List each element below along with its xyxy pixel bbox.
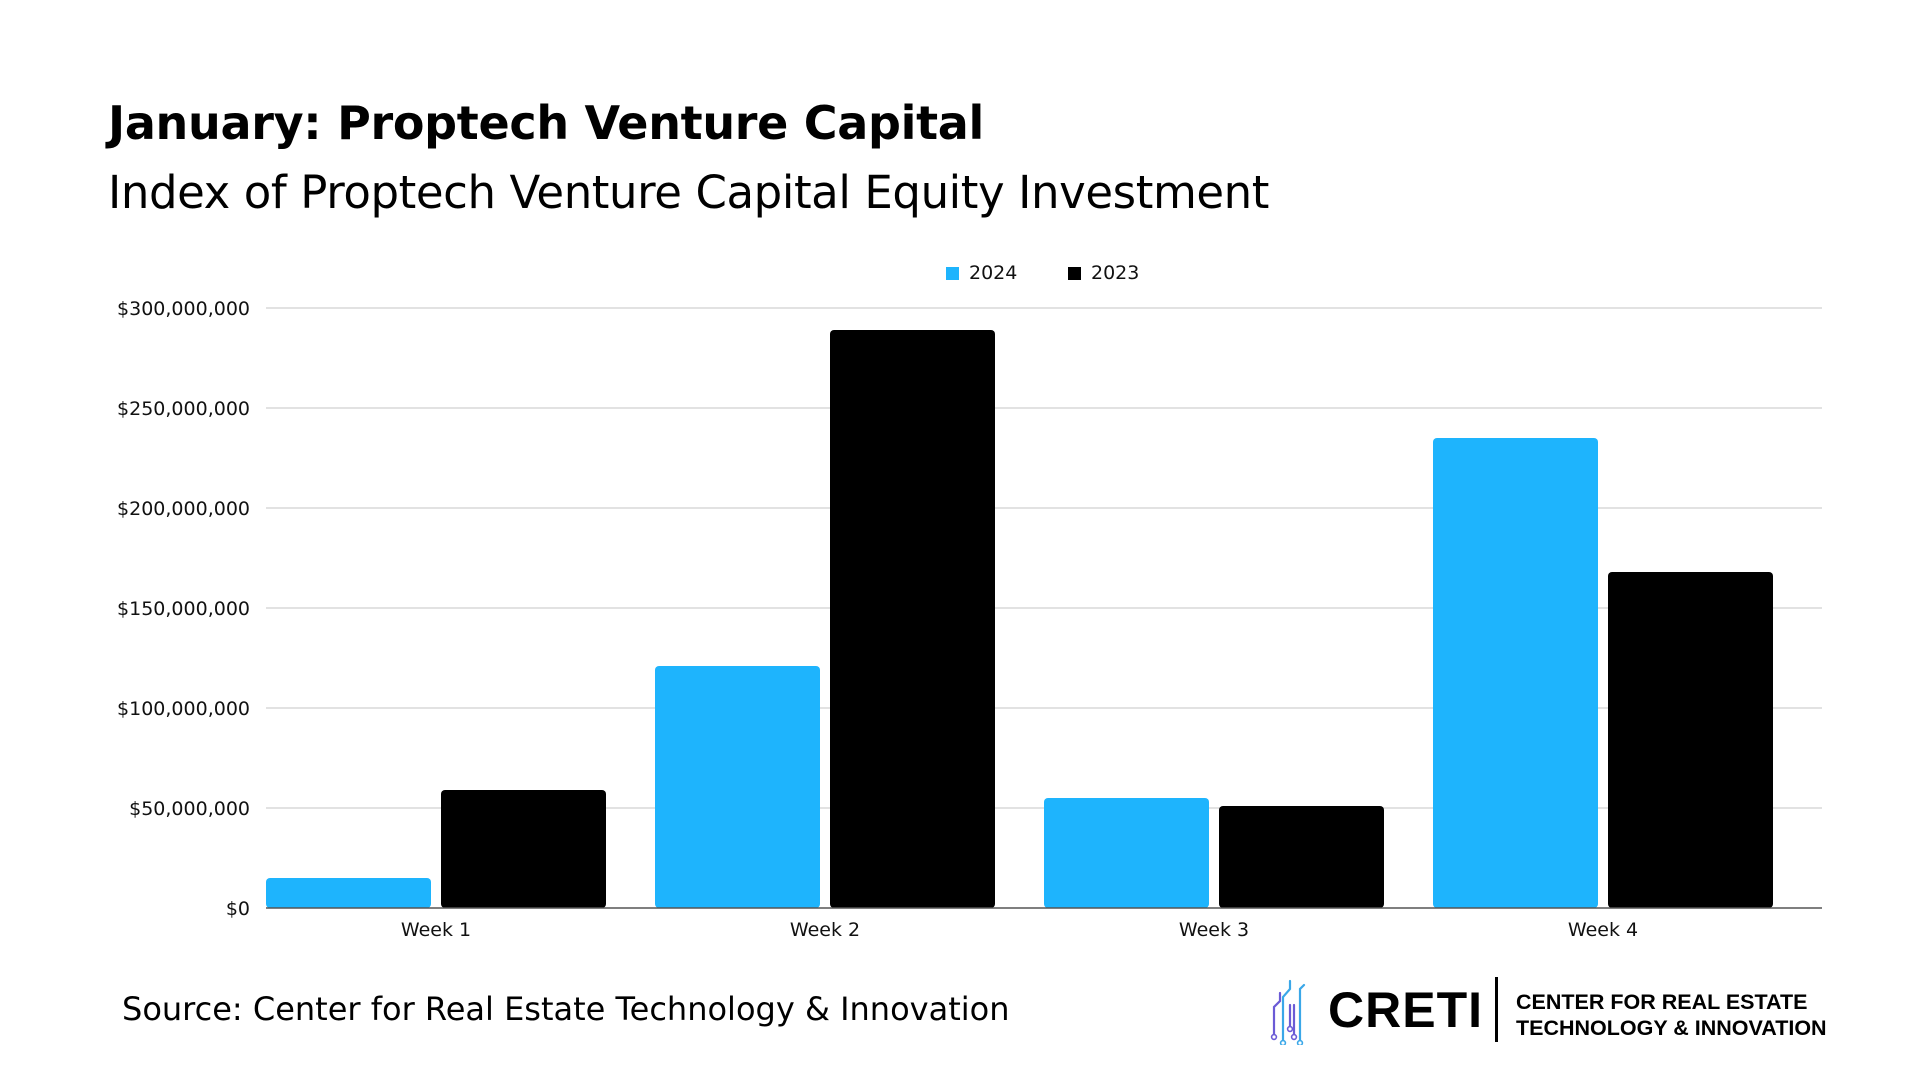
bar-2023-week-1	[441, 790, 606, 908]
y-tick-label: $200,000,000	[117, 498, 250, 520]
brand-tagline-line-1: CENTER FOR REAL ESTATE	[1516, 990, 1808, 1014]
bar-2023-week-2	[830, 330, 995, 908]
creti-logo: CRETI CENTER FOR REAL ESTATE TECHNOLOGY …	[1268, 975, 1828, 1045]
y-tick-label: $300,000,000	[117, 298, 250, 320]
legend-label-2023: 2023	[1091, 262, 1139, 284]
brand-divider	[1495, 977, 1498, 1042]
x-tick-label: Week 2	[790, 919, 860, 941]
bar-2024-week-1	[266, 878, 431, 908]
chart-title: January: Proptech Venture Capital	[108, 96, 984, 150]
bar-chart: $0 $50,000,000 $100,000,000 $150,000,000 $20…	[117, 262, 1822, 941]
x-tick-label: Week 1	[401, 919, 471, 941]
brand-tagline: CENTER FOR REAL ESTATE TECHNOLOGY & INNO…	[1516, 989, 1827, 1041]
legend-swatch-2024	[946, 267, 959, 280]
legend-swatch-2023	[1068, 267, 1081, 280]
x-tick-label: Week 4	[1568, 919, 1638, 941]
y-tick-label: $0	[226, 898, 250, 920]
y-tick-label: $150,000,000	[117, 598, 250, 620]
building-circuit-icon	[1270, 979, 1306, 1045]
chart-subtitle: Index of Proptech Venture Capital Equity…	[108, 166, 1270, 219]
source-note: Source: Center for Real Estate Technolog…	[122, 990, 1010, 1028]
y-tick-label: $50,000,000	[129, 798, 250, 820]
legend-label-2024: 2024	[969, 262, 1017, 284]
bar-2024-week-3	[1044, 798, 1209, 908]
brand-tagline-line-2: TECHNOLOGY & INNOVATION	[1516, 1016, 1827, 1040]
bar-2023-week-3	[1219, 806, 1384, 908]
y-tick-label: $250,000,000	[117, 398, 250, 420]
brand-name: CRETI	[1328, 982, 1483, 1038]
bar-2024-week-4	[1433, 438, 1598, 908]
x-tick-label: Week 3	[1179, 919, 1249, 941]
bar-2024-week-2	[655, 666, 820, 908]
y-tick-label: $100,000,000	[117, 698, 250, 720]
bar-2023-week-4	[1608, 572, 1773, 908]
